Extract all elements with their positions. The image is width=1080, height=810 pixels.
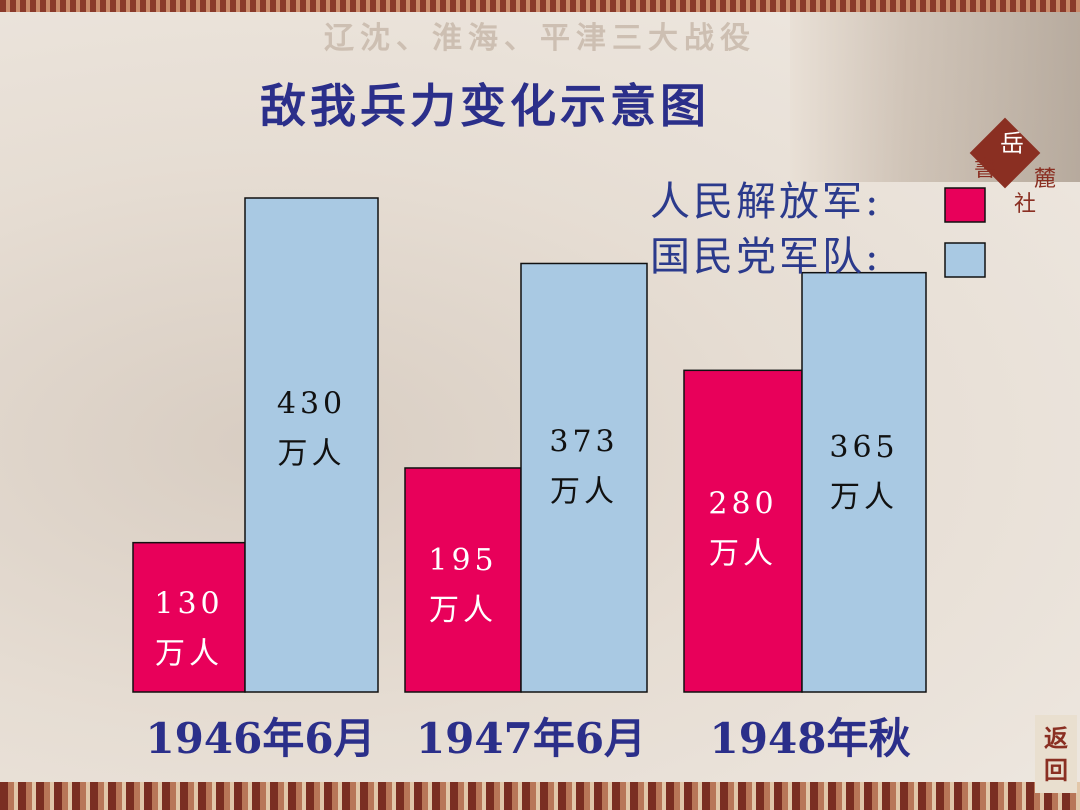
value-label-unit: 万人 [550,474,618,509]
legend-swatch [944,242,986,278]
back-button[interactable]: 返 回 [1035,715,1077,793]
back-button-label[interactable]: 返 [1044,724,1068,753]
value-label: 373 万人 [549,424,618,509]
legend-label: 国民党军队: [650,234,881,280]
logo-char: 岳 [1000,130,1024,158]
value-label-number: 195 [428,543,497,578]
value-label-number: 373 [549,424,618,459]
value-label-unit: 万人 [709,536,777,571]
x-tick-label: 1948年秋 [710,714,911,763]
bottom-border [0,782,1080,810]
top-border [0,0,1080,12]
x-tick-label: 1947年6月 [416,714,646,763]
logo-char: 書 [974,157,996,182]
value-label-number: 430 [277,386,346,421]
bar [801,271,927,693]
banner-text: 辽沈、淮海、平津三大战役 [324,21,756,56]
bar [132,541,246,693]
bar [244,197,379,693]
bar [683,369,803,693]
value-label: 195 万人 [428,543,497,628]
bar [404,467,522,693]
legend-swatch [944,187,986,223]
back-button-bg[interactable] [1035,715,1077,793]
value-label-unit: 万人 [429,593,497,628]
value-label-number: 130 [154,586,223,621]
x-tick-label: 1946年6月 [145,714,375,763]
value-label-unit: 万人 [830,480,898,515]
value-label-number: 365 [829,430,898,465]
bar [520,262,648,693]
chart-title: 敌我兵力变化示意图 [260,79,710,133]
value-label: 280 万人 [708,486,777,571]
value-label-unit: 万人 [278,436,346,471]
logo-char: 麓 [1034,167,1056,192]
value-label: 130 万人 [154,586,223,671]
value-label-unit: 万人 [155,636,223,671]
logo: 岳 書 麓 社 [969,117,1056,217]
value-label: 365 万人 [829,430,898,515]
value-label: 430 万人 [277,386,346,471]
legend-label: 人民解放军: [650,179,881,225]
back-button-label[interactable]: 回 [1044,756,1068,785]
logo-char: 社 [1014,192,1036,217]
value-label-number: 280 [708,486,777,521]
